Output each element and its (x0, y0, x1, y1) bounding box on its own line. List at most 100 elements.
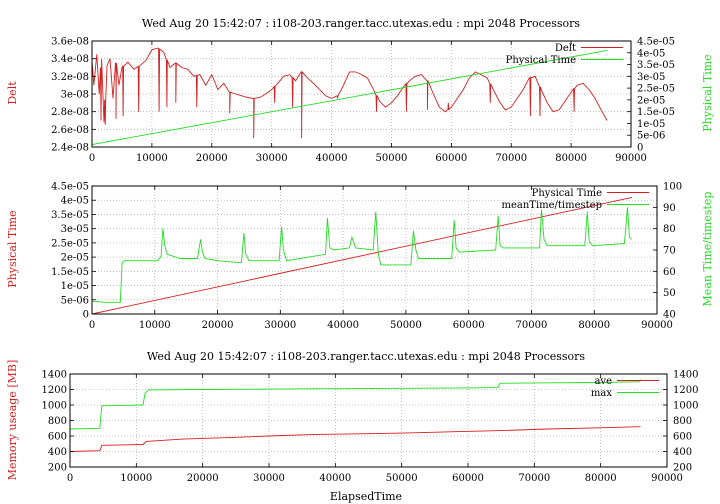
memory-xtick-label: 30000 (253, 473, 285, 484)
delt-y2tick-label: 2.5e-05 (637, 84, 675, 95)
delt-plot-frame (91, 40, 632, 148)
memory-plot-frame (69, 373, 668, 468)
memory-y2tick-label: 1200 (673, 385, 698, 396)
delt-xtick-label: 50000 (376, 153, 408, 164)
delt-ytick-label: 3e-08 (61, 90, 89, 101)
timestep-ytick-label: 3e-05 (61, 224, 89, 235)
memory-ytick-label: 400 (48, 447, 67, 458)
memory-xtick-label: 40000 (319, 473, 351, 484)
delt-legend-label: Physical Time (506, 55, 576, 66)
timestep-y2tick-label: 100 (663, 182, 682, 193)
memory-xtick-label: 90000 (651, 473, 683, 484)
timestep-y2tick-label: 70 (663, 246, 676, 257)
panel-memory-series (69, 379, 641, 452)
delt-y2tick-label: 3.5e-05 (637, 60, 675, 71)
timestep-xtick-label: 50000 (390, 320, 422, 331)
memory-ytick-label: 1200 (42, 385, 67, 396)
delt-xtick-label: 70000 (495, 153, 527, 164)
timestep-ytick-label: 4e-05 (61, 196, 89, 207)
timestep-y2tick-label: 80 (663, 224, 676, 235)
timestep-y2tick-label: 90 (663, 203, 676, 214)
delt-y2tick-label: 0 (637, 143, 643, 154)
memory-ytick-label: 800 (48, 416, 67, 427)
timestep-xtick-label: 80000 (578, 320, 610, 331)
memory-y2tick-label: 400 (673, 447, 692, 458)
memory-series-ave (69, 426, 641, 452)
memory-xtick-label: 60000 (452, 473, 484, 484)
delt-ytick-label: 3.4e-08 (51, 54, 89, 65)
timestep-y2tick-label: 40 (663, 310, 676, 321)
delt-ytick-label: 2.4e-08 (51, 143, 89, 154)
timestep-xtick-label: 40000 (327, 320, 359, 331)
timestep-xtick-label: 0 (89, 320, 95, 331)
memory-ytick-label: 600 (48, 432, 67, 443)
delt-xtick-label: 80000 (555, 153, 587, 164)
delt-ytick-label: 2.8e-08 (51, 107, 89, 118)
delt-y2tick-label: 2e-05 (637, 95, 665, 106)
memory-xtick-label: 80000 (585, 473, 617, 484)
delt-series-physical-time (91, 49, 608, 146)
memory-ytick-label: 200 (48, 463, 67, 474)
panel-timestep: Physical Time Mean Time/timestep 0 10000 2… (6, 182, 714, 332)
panel-timestep-axes: 0 10000 20000 30000 40000 50000 60000 70000 8000… (51, 182, 682, 332)
timestep-xtick-label: 30000 (264, 320, 296, 331)
timestep-plot-frame (91, 185, 658, 315)
panel-memory: Wed Aug 20 15:42:07 : i108-203.ranger.ta… (6, 350, 698, 503)
delt-xtick-label: 30000 (256, 153, 288, 164)
timestep-series-meantime-timestep (91, 207, 633, 303)
timestep-ytick-label: 2e-05 (61, 253, 89, 264)
panel-delt-title: Wed Aug 20 15:42:07 : i108-203.ranger.ta… (142, 17, 580, 30)
memory-ytick-label: 1000 (42, 401, 67, 412)
panel-timestep-ylabel: Physical Time (6, 210, 19, 287)
memory-xtick-label: 0 (67, 473, 73, 484)
panel-memory-title: Wed Aug 20 15:42:07 : i108-203.ranger.ta… (147, 350, 585, 363)
memory-ytick-label: 1400 (42, 370, 67, 381)
delt-y2tick-label: 1.5e-05 (637, 107, 675, 118)
delt-xtick-label: 0 (89, 153, 95, 164)
timestep-legend-label: Physical Time (532, 188, 602, 199)
panel-delt: Wed Aug 20 15:42:07 : i108-203.ranger.ta… (6, 17, 714, 164)
timestep-ytick-label: 5e-06 (61, 295, 89, 306)
memory-y2tick-label: 600 (673, 432, 692, 443)
timestep-xtick-label: 60000 (453, 320, 485, 331)
delt-y2tick-label: 3e-05 (637, 72, 665, 83)
memory-y2tick-label: 1400 (673, 370, 698, 381)
memory-xtick-label: 70000 (518, 473, 550, 484)
timestep-ytick-label: 0 (83, 310, 89, 321)
memory-legend-label: max (591, 388, 612, 399)
memory-xtick-label: 10000 (120, 473, 152, 484)
panel-delt-ylabel: Delt (6, 81, 19, 105)
timestep-y2tick-label: 60 (663, 267, 676, 278)
delt-xtick-label: 40000 (316, 153, 348, 164)
panel-memory-axes: 0 10000 20000 30000 40000 50000 60000 70000 8000… (42, 370, 699, 485)
memory-legend-label: ave (594, 376, 612, 387)
panel-memory-xlabel: ElapsedTime (330, 490, 402, 503)
timestep-legend-label: meanTime/timestep (501, 200, 602, 211)
timestep-xtick-label: 90000 (641, 320, 673, 331)
memory-y2tick-label: 800 (673, 416, 692, 427)
timestep-ytick-label: 2.5e-05 (51, 238, 89, 249)
delt-ytick-label: 3.6e-08 (51, 37, 89, 48)
panel-delt-y2label: Physical Time (701, 54, 714, 131)
delt-xtick-label: 10000 (136, 153, 168, 164)
memory-xtick-label: 50000 (386, 473, 418, 484)
memory-y2tick-label: 200 (673, 463, 692, 474)
delt-ytick-label: 2.6e-08 (51, 125, 89, 136)
delt-y2tick-label: 1e-05 (637, 119, 665, 130)
timestep-ytick-label: 3.5e-05 (51, 210, 89, 221)
delt-series-delt (91, 47, 608, 139)
delt-xtick-label: 20000 (196, 153, 228, 164)
delt-y2tick-label: 4.5e-05 (637, 37, 675, 48)
delt-legend-label: Delt (555, 43, 576, 54)
timestep-ytick-label: 1e-05 (61, 281, 89, 292)
panel-delt-axes: 0 10000 20000 30000 40000 50000 60000 70000 8000… (51, 37, 675, 165)
delt-ytick-label: 3.2e-08 (51, 72, 89, 83)
timestep-ytick-label: 4.5e-05 (51, 182, 89, 193)
timestep-xtick-label: 70000 (516, 320, 548, 331)
delt-y2tick-label: 4e-05 (637, 48, 665, 59)
